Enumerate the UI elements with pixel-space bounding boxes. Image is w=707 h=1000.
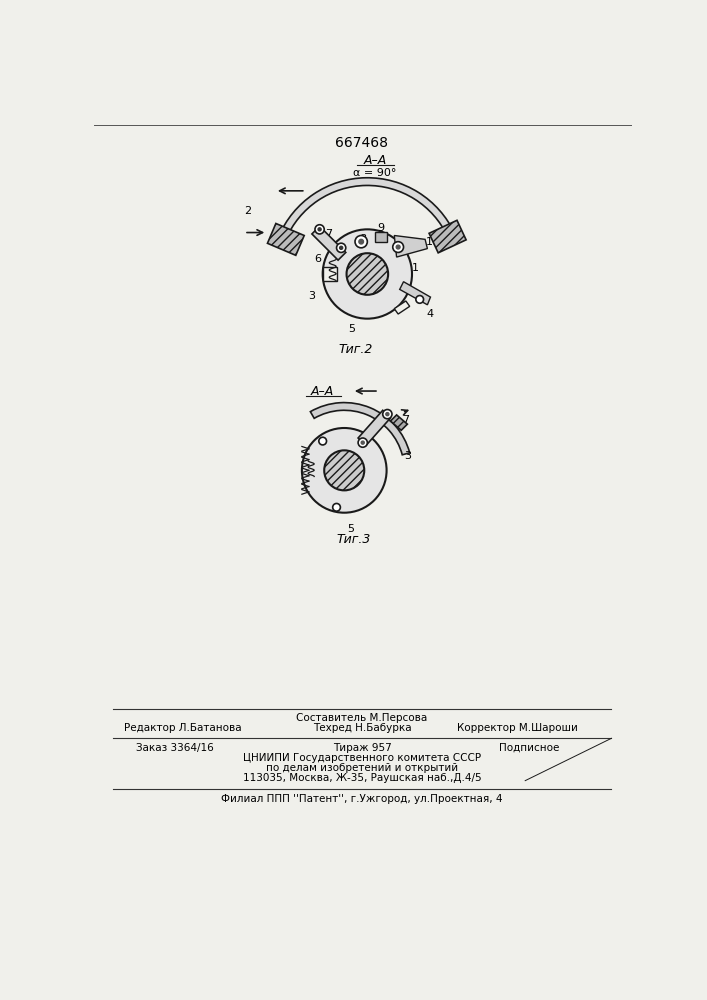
Text: 7: 7 xyxy=(402,415,409,425)
Circle shape xyxy=(358,438,368,447)
Wedge shape xyxy=(279,178,455,239)
Text: 667468: 667468 xyxy=(335,136,388,150)
Text: 4: 4 xyxy=(427,309,434,319)
Polygon shape xyxy=(322,267,337,281)
Circle shape xyxy=(339,246,343,249)
Circle shape xyxy=(318,228,321,231)
Polygon shape xyxy=(395,235,428,257)
Circle shape xyxy=(359,239,363,244)
Text: Филиал ППП ''Патент'', г.Ужгород, ул.Проектная, 4: Филиал ППП ''Патент'', г.Ужгород, ул.Про… xyxy=(221,794,503,804)
Text: 1: 1 xyxy=(411,263,419,273)
Circle shape xyxy=(322,229,412,319)
Polygon shape xyxy=(375,232,387,242)
Polygon shape xyxy=(267,223,304,255)
Text: Редактор Л.Батанова: Редактор Л.Батанова xyxy=(124,723,241,733)
Polygon shape xyxy=(429,220,466,253)
Polygon shape xyxy=(358,410,390,446)
Text: Техред Н.Бабурка: Техред Н.Бабурка xyxy=(312,723,411,733)
Wedge shape xyxy=(310,403,409,455)
Circle shape xyxy=(319,437,327,445)
Text: Корректор М.Шароши: Корректор М.Шароши xyxy=(457,723,578,733)
Circle shape xyxy=(361,441,364,444)
Text: α = 90°: α = 90° xyxy=(354,168,397,178)
Text: A–A: A–A xyxy=(311,385,334,398)
Text: 9: 9 xyxy=(378,223,385,233)
Text: 2: 2 xyxy=(245,206,252,216)
Text: 5: 5 xyxy=(349,324,356,334)
Text: Τиг.3: Τиг.3 xyxy=(337,533,370,546)
Text: 3: 3 xyxy=(308,291,315,301)
Text: ЦНИИПИ Государственного комитета СССР: ЦНИИПИ Государственного комитета СССР xyxy=(243,753,481,763)
Text: Подписное: Подписное xyxy=(499,743,559,753)
Text: Составитель М.Персова: Составитель М.Персова xyxy=(296,713,428,723)
Circle shape xyxy=(396,245,400,249)
Text: 10: 10 xyxy=(426,237,440,247)
Text: 3: 3 xyxy=(404,451,411,461)
Circle shape xyxy=(346,253,388,295)
Circle shape xyxy=(333,503,340,511)
Circle shape xyxy=(386,413,389,416)
Circle shape xyxy=(416,296,423,303)
Circle shape xyxy=(302,428,387,513)
Text: Заказ 3364/16: Заказ 3364/16 xyxy=(136,743,214,753)
Circle shape xyxy=(355,235,368,248)
Circle shape xyxy=(325,450,364,490)
Text: 6: 6 xyxy=(314,254,321,264)
Circle shape xyxy=(382,410,392,419)
Polygon shape xyxy=(399,282,431,305)
Text: 8: 8 xyxy=(359,234,366,244)
Text: 113035, Москва, Ж-35, Раушская наб.,Д.4/5: 113035, Москва, Ж-35, Раушская наб.,Д.4/… xyxy=(243,773,481,783)
Text: 5: 5 xyxy=(347,524,354,534)
Circle shape xyxy=(315,225,325,234)
Text: 7: 7 xyxy=(325,229,332,239)
Text: Тираж 957: Тираж 957 xyxy=(332,743,392,753)
Polygon shape xyxy=(312,226,346,260)
Text: Τиг.2: Τиг.2 xyxy=(339,343,373,356)
Polygon shape xyxy=(390,415,407,430)
Circle shape xyxy=(337,243,346,252)
Text: по делам изобретений и открытий: по делам изобретений и открытий xyxy=(266,763,458,773)
Circle shape xyxy=(393,242,404,252)
Polygon shape xyxy=(395,301,409,314)
Text: A–A: A–A xyxy=(363,154,387,167)
